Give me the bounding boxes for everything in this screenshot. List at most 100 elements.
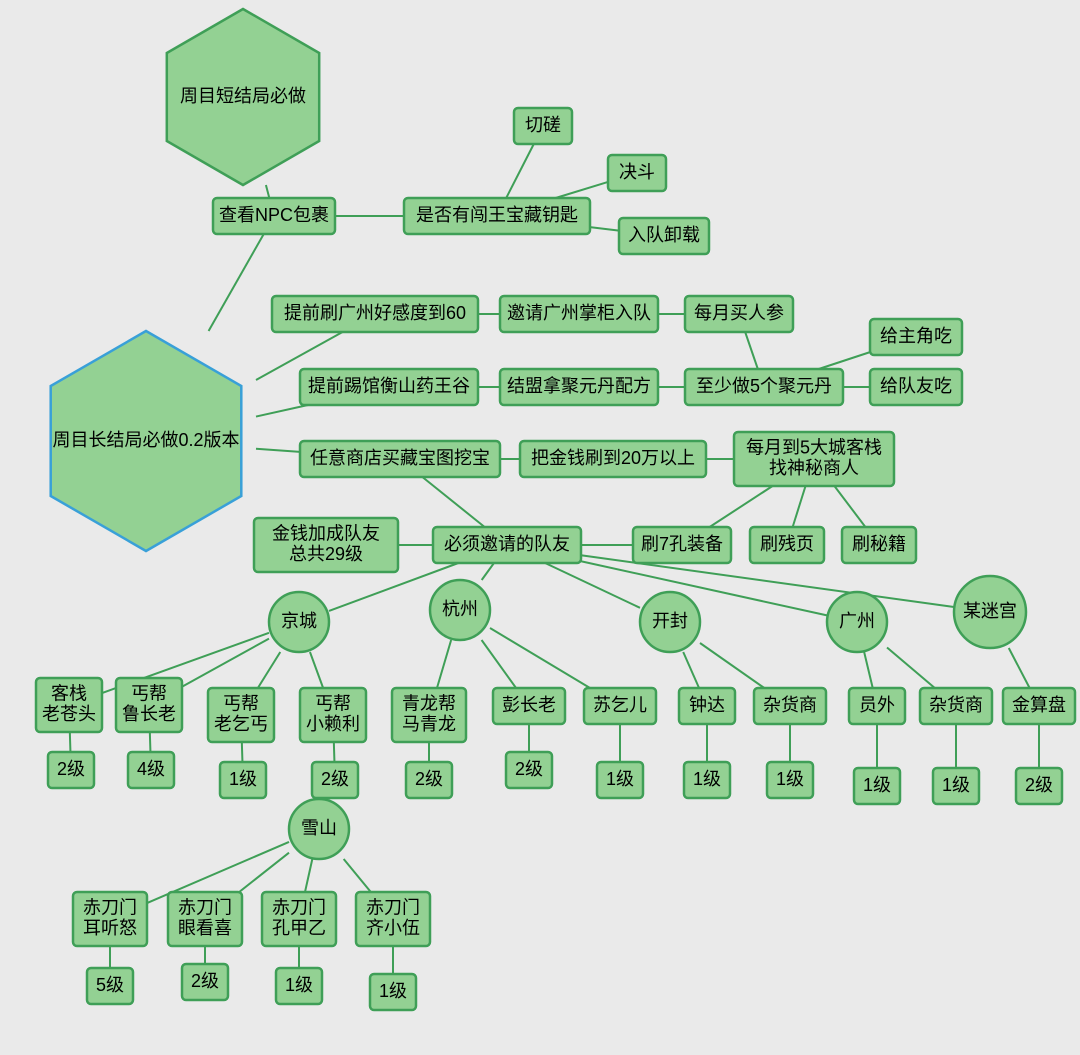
edge (305, 859, 312, 892)
node-s3: 赤刀门孔甲乙 (262, 892, 336, 946)
node-npc_bag: 查看NPC包裹 (213, 198, 335, 234)
edge (864, 652, 873, 688)
node-label: 必须邀请的队友 (444, 534, 570, 554)
node-eat_main: 给主角吃 (870, 319, 962, 355)
node-label: 青龙帮 (402, 693, 456, 713)
node-hex_long: 周目长结局必做0.2版本 (51, 331, 242, 551)
node-label: 2级 (57, 759, 85, 779)
node-label: 每月到5大城客栈 (746, 437, 882, 457)
node-label: 每月买人参 (694, 303, 784, 323)
node-s1: 赤刀门耳听怒 (73, 892, 147, 946)
node-label: 开封 (652, 611, 688, 631)
edge (793, 486, 806, 527)
edge (239, 853, 289, 892)
node-label: 任意商店买藏宝图挖宝 (310, 448, 490, 468)
node-qc: 切磋 (514, 108, 572, 144)
node-k2l: 1级 (767, 762, 813, 798)
node-k2: 杂货商 (754, 688, 826, 724)
node-label: 丐帮 (223, 693, 259, 713)
node-h3l: 1级 (597, 762, 643, 798)
node-label: 小赖利 (306, 714, 360, 734)
edge (683, 652, 699, 688)
node-label: 赤刀门 (83, 897, 137, 917)
node-g2: 杂货商 (920, 688, 992, 724)
node-gz_inv: 邀请广州掌柜入队 (500, 296, 658, 332)
node-g1: 员外 (849, 688, 905, 724)
edge (581, 561, 827, 615)
node-gz60: 提前刷广州好感度到60 (272, 296, 478, 332)
diagram-canvas: 周目短结局必做周目长结局必做0.2版本 查看NPC包裹 是否有闯王宝藏钥匙 切磋决斗入… (0, 0, 1080, 1055)
node-label: 2级 (515, 759, 543, 779)
node-label: 总共29级 (289, 544, 363, 564)
node-label: 京城 (281, 611, 317, 631)
node-s4l: 1级 (370, 974, 416, 1010)
node-j4l: 2级 (312, 762, 358, 798)
node-secrets: 刷秘籍 (842, 527, 916, 563)
node-label: 赤刀门 (272, 897, 326, 917)
node-five_dan: 至少做5个聚元丹 (685, 369, 843, 405)
node-label: 给主角吃 (880, 326, 952, 346)
node-label: 给队友吃 (880, 376, 952, 396)
node-label: 苏乞儿 (593, 695, 647, 715)
node-s4: 赤刀门齐小伍 (356, 892, 430, 946)
node-label: 雪山 (301, 818, 337, 838)
node-eq7: 刷7孔装备 (633, 527, 731, 563)
node-label: 赤刀门 (366, 897, 420, 917)
edge (182, 639, 269, 687)
node-label: 5级 (96, 975, 124, 995)
node-s1l: 5级 (87, 968, 133, 1004)
node-label: 找神秘商人 (769, 458, 859, 478)
node-h2: 彭长老 (493, 688, 565, 724)
node-label: 马青龙 (402, 714, 456, 734)
node-key_q: 是否有闯王宝藏钥匙 (404, 198, 590, 234)
node-h3: 苏乞儿 (584, 688, 656, 724)
node-label: 孔甲乙 (272, 918, 326, 938)
node-hex_short: 周目短结局必做 (167, 9, 319, 185)
node-jd: 决斗 (608, 155, 666, 191)
node-m1: 金算盘 (1003, 688, 1075, 724)
edge (700, 643, 764, 688)
node-inn5: 每月到5大城客栈找神秘商人 (734, 432, 894, 486)
node-label: 入队卸载 (628, 225, 700, 245)
node-label: 2级 (191, 971, 219, 991)
node-label: 杂货商 (763, 695, 817, 715)
edge (482, 563, 494, 580)
edge (590, 227, 619, 230)
node-label: 提前刷广州好感度到60 (284, 303, 466, 323)
edge (490, 628, 590, 688)
node-label: 金钱加成队友 (272, 523, 380, 543)
node-j4: 丐帮小赖利 (300, 688, 366, 742)
node-label: 广州 (839, 611, 875, 631)
node-label: 赤刀门 (178, 897, 232, 917)
node-g2l: 1级 (933, 768, 979, 804)
node-j1l: 2级 (48, 752, 94, 788)
edge (506, 144, 534, 198)
edge (422, 477, 484, 527)
node-label: 杂货商 (929, 695, 983, 715)
edge (256, 449, 300, 452)
node-label: 结盟拿聚元丹配方 (507, 375, 651, 396)
node-j3l: 1级 (220, 762, 266, 798)
node-label: 决斗 (619, 162, 655, 182)
edge (887, 647, 935, 688)
node-label: 2级 (1025, 775, 1053, 795)
node-label: 1级 (285, 975, 313, 995)
node-pages: 刷残页 (750, 527, 824, 563)
node-k1l: 1级 (684, 762, 730, 798)
node-c_hang: 杭州 (430, 580, 490, 640)
edge (70, 732, 71, 752)
node-hengshan: 提前踢馆衡山药王谷 (300, 369, 478, 405)
edge (745, 332, 758, 369)
node-h2l: 2级 (506, 752, 552, 788)
node-g1l: 1级 (854, 768, 900, 804)
node-label: 客栈 (51, 683, 87, 703)
edge (310, 652, 323, 688)
node-j3: 丐帮老乞丐 (208, 688, 274, 742)
node-label: 老乞丐 (214, 714, 268, 734)
node-label: 提前踢馆衡山药王谷 (308, 376, 470, 396)
node-juyuan: 结盟拿聚元丹配方 (500, 369, 658, 405)
node-label: 至少做5个聚元丹 (696, 376, 832, 396)
node-j2: 丐帮鲁长老 (116, 678, 182, 732)
edge (710, 486, 773, 527)
node-treasure: 任意商店买藏宝图挖宝 (300, 441, 500, 477)
